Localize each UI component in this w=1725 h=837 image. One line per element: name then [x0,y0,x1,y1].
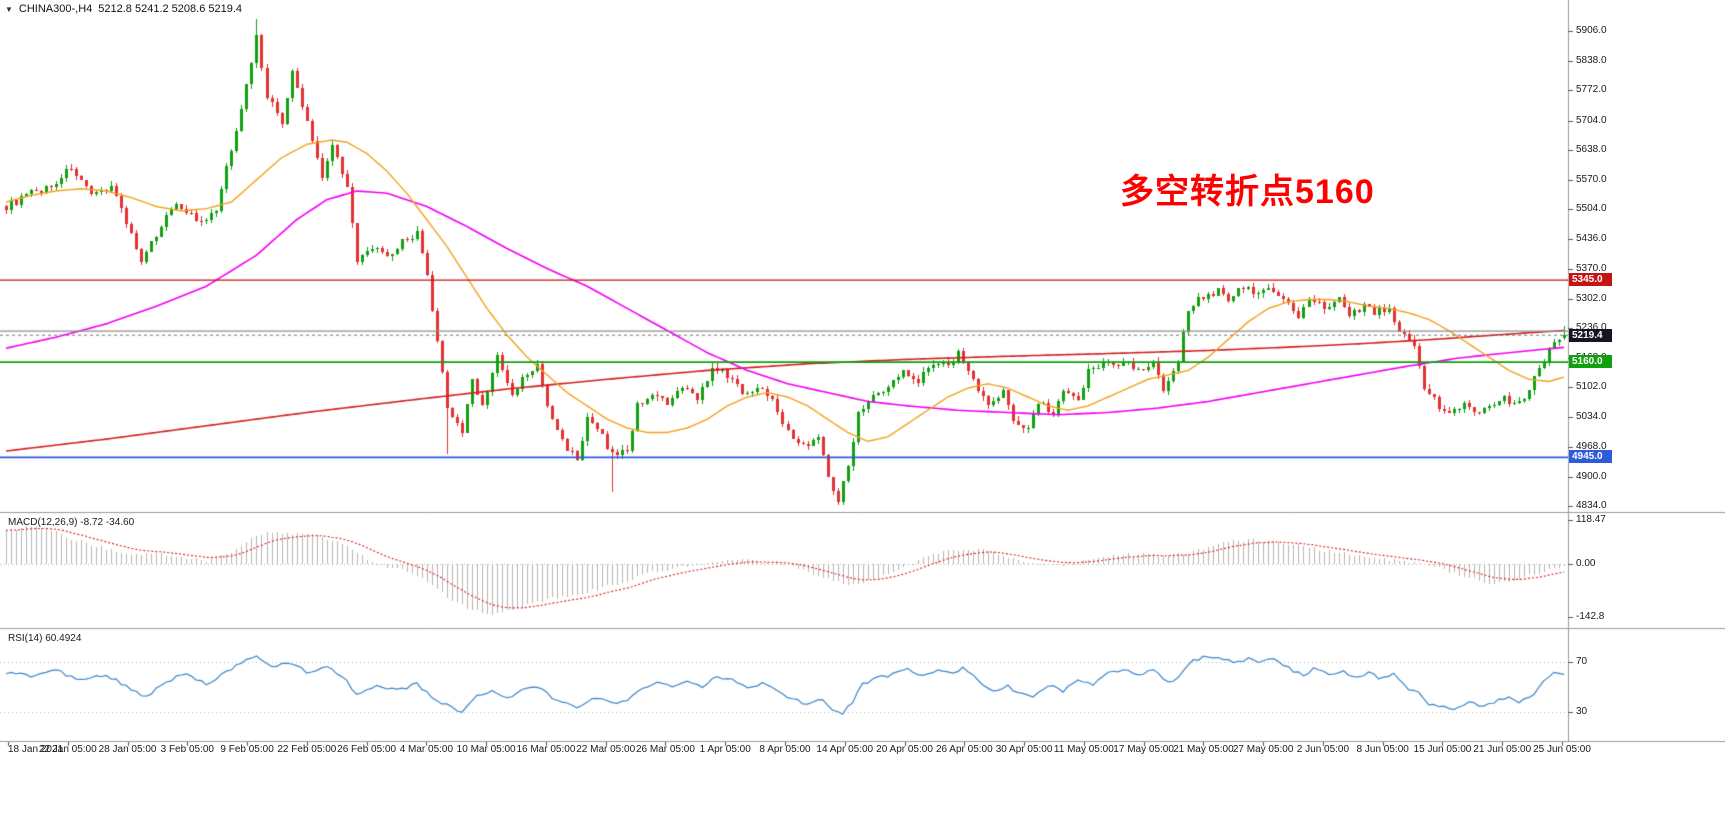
chart-header: ▼ CHINA300-,H4 5212.8 5241.2 5208.6 5219… [5,3,242,15]
collapse-ohlc-icon[interactable]: ▼ [5,4,13,14]
time-axis[interactable] [0,742,1569,760]
price-axis[interactable] [1569,0,1725,741]
macd-indicator-label: MACD(12,26,9) -8.72 -34.60 [8,517,135,528]
annotation-text: 多空转折点5160 [1120,173,1375,211]
rsi-indicator-label: RSI(14) 60.4924 [8,633,82,644]
ohlc-values-label: 5212.8 5241.2 5208.6 5219.4 [98,3,243,15]
symbol-timeframe-label: CHINA300-,H4 [18,3,93,15]
